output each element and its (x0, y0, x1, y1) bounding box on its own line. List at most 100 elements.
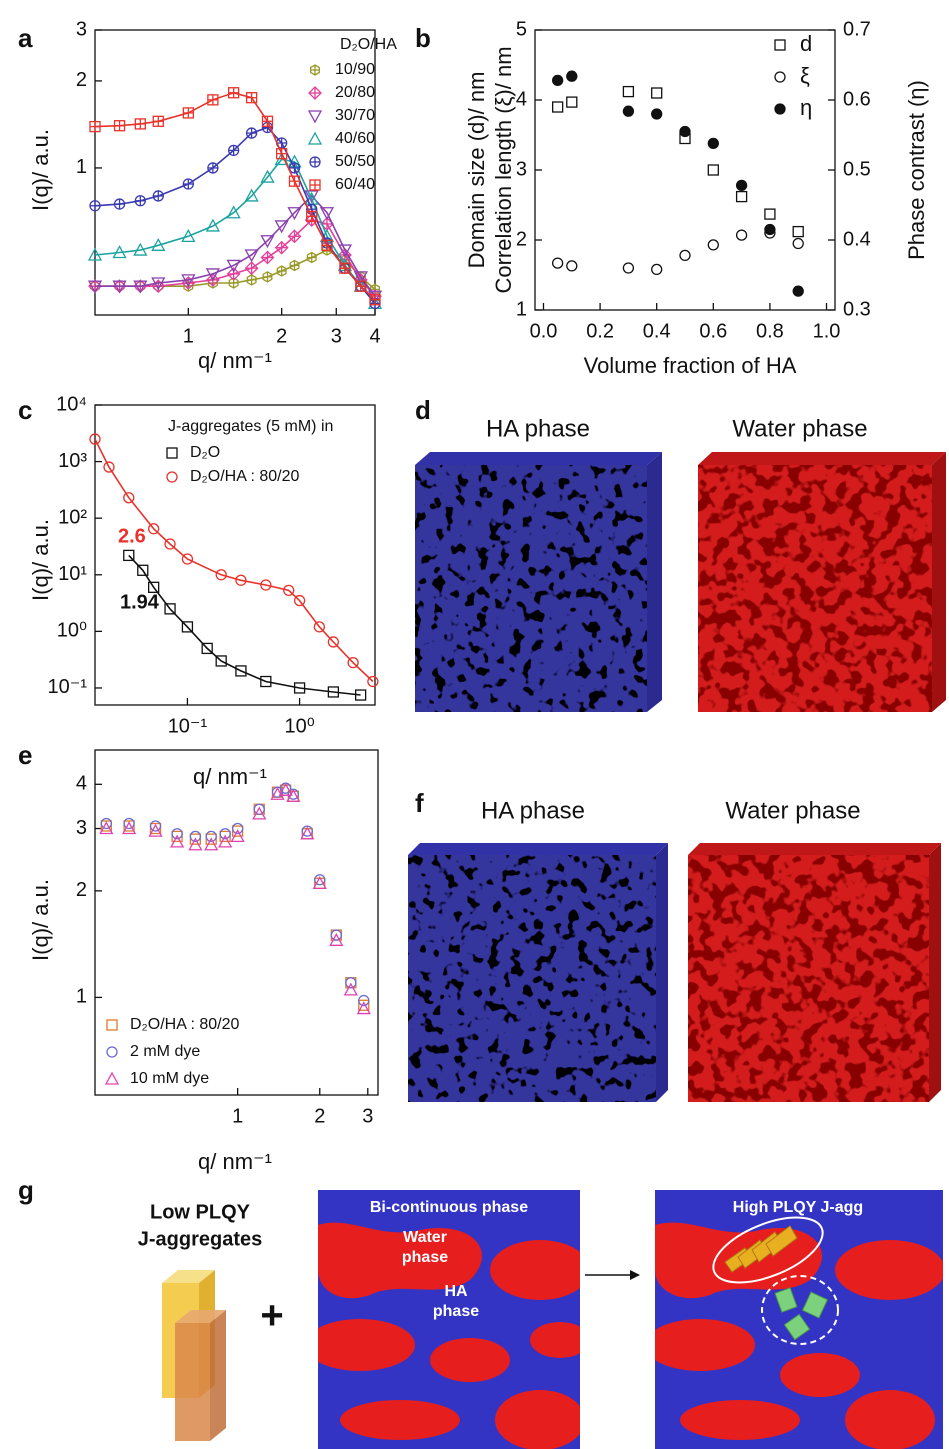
marker-shape (166, 447, 178, 459)
marker-shape (358, 994, 370, 1007)
series-line (95, 219, 375, 297)
marker-shape (651, 108, 663, 120)
marker-shape (188, 837, 203, 851)
data-point (347, 657, 359, 669)
series-line (95, 438, 374, 683)
marker-shape (205, 830, 217, 843)
y-tick-label: 5 (516, 18, 527, 40)
data-point (260, 250, 275, 265)
marker-shape (354, 689, 367, 701)
x-axis-label: q/ nm⁻¹ (193, 764, 267, 789)
marker-shape (274, 220, 289, 234)
x-tick-label: 2 (314, 1105, 325, 1127)
marker-shape (253, 803, 265, 815)
marker-shape (304, 190, 319, 204)
data-point (276, 148, 288, 160)
marker-shape (205, 272, 220, 287)
data-point (103, 461, 115, 473)
data-point (262, 271, 273, 283)
series-line (95, 126, 375, 304)
y-axis-label: Domain size (d)/ nm (464, 72, 489, 269)
data-point (260, 235, 275, 249)
data-point (205, 830, 217, 843)
marker-shape (735, 190, 748, 203)
data-point (286, 788, 301, 802)
data-point (253, 803, 265, 815)
data-point (679, 125, 691, 138)
series-line (95, 91, 375, 301)
data-point (300, 826, 315, 840)
data-point (260, 579, 272, 591)
y-tick-label: 2 (76, 879, 87, 901)
legend-marker (166, 471, 178, 483)
marker-shape (252, 806, 267, 820)
y-axis-label: Correlation length (ξ)/ nm (491, 46, 516, 293)
marker-shape (287, 207, 302, 221)
data-point (181, 621, 194, 633)
legend-label: 2 mM dye (130, 1043, 200, 1060)
data-point (287, 229, 302, 244)
water-domain (490, 1240, 580, 1300)
cube-front (415, 465, 647, 712)
plus-sign: + (260, 1294, 283, 1338)
legend-label: 40/60 (335, 130, 375, 147)
arrow (585, 1270, 640, 1280)
data-point (113, 120, 126, 132)
y2-tick-label: 0.6 (843, 88, 871, 110)
data-point (355, 280, 367, 292)
x-tick-label: 0.2 (586, 320, 614, 342)
data-point (181, 228, 196, 242)
marker-shape (171, 830, 183, 843)
x-tick-label: 1.0 (813, 320, 841, 342)
marker-shape (205, 833, 217, 845)
marker-shape (774, 71, 786, 83)
marker-shape (164, 538, 176, 550)
data-point (274, 240, 289, 255)
data-point (622, 262, 635, 274)
legend-marker (104, 1071, 120, 1085)
data-point (148, 823, 163, 837)
ha-cube (408, 843, 668, 1102)
data-point (329, 932, 344, 946)
y-axis-label: I(q)/ a.u. (28, 879, 53, 961)
data-point (89, 120, 101, 133)
data-point (89, 433, 101, 445)
data-point (551, 74, 564, 87)
marker-shape (218, 834, 233, 848)
monomer (801, 1291, 829, 1319)
y2-tick-label: 0.4 (843, 228, 871, 250)
marker-shape (189, 830, 202, 843)
marker-shape (651, 87, 663, 99)
y-axis-label: I(q)/ a.u. (28, 129, 53, 211)
legend-label: 10 mM dye (130, 1070, 209, 1087)
data-point (792, 285, 804, 297)
data-point (230, 829, 245, 843)
y-tick-label: 1 (76, 156, 87, 178)
image-title: HA phase (486, 415, 590, 442)
marker-shape (181, 274, 196, 288)
cube-front (688, 855, 929, 1102)
data-point (133, 280, 148, 294)
water-domain (680, 1400, 800, 1440)
legend-label: 50/50 (335, 153, 375, 170)
data-point (764, 223, 776, 236)
marker-shape (121, 821, 137, 835)
data-point (353, 271, 368, 285)
annotation: 1.94 (120, 591, 160, 613)
marker-shape (622, 85, 635, 98)
image-title: Water phase (725, 797, 860, 824)
data-point (112, 280, 127, 294)
marker-shape (301, 825, 313, 837)
data-point (293, 682, 306, 694)
image-title: HA phase (481, 797, 585, 824)
data-point (792, 225, 804, 238)
annotation: 2.6 (118, 525, 146, 547)
water-cube (688, 843, 941, 1102)
x-tick-label: 2 (276, 325, 287, 347)
marker-shape (707, 239, 719, 251)
data-point (319, 207, 335, 221)
data-point (170, 834, 185, 848)
x-tick-label: 0.8 (756, 320, 784, 342)
marker-shape (622, 262, 635, 274)
data-point (288, 162, 301, 174)
